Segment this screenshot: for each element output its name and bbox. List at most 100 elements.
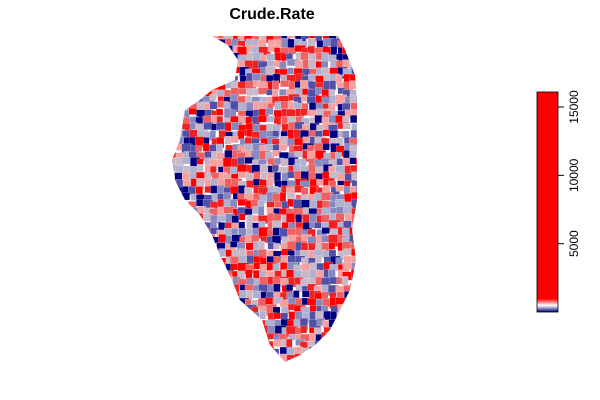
region: [359, 290, 366, 302]
region: [197, 361, 205, 362]
region: [172, 339, 179, 351]
region: [188, 283, 196, 292]
region: [300, 108, 309, 116]
region: [204, 284, 215, 294]
region: [301, 36, 311, 40]
region: [359, 354, 366, 362]
region: [307, 353, 316, 362]
region: [321, 61, 329, 69]
region: [356, 298, 357, 306]
region: [175, 353, 186, 360]
region: [351, 180, 357, 188]
region: [351, 318, 357, 331]
region: [168, 363, 175, 372]
region: [175, 110, 183, 123]
region: [356, 124, 357, 137]
region: [356, 89, 357, 97]
region: [342, 326, 350, 334]
region: [349, 312, 357, 325]
region: [342, 346, 354, 354]
region: [172, 290, 176, 299]
region: [174, 220, 183, 232]
region: [308, 242, 316, 251]
region: [211, 363, 218, 373]
region: [189, 347, 200, 358]
tick-label: 10000: [567, 158, 581, 192]
region: [358, 207, 368, 213]
region: [181, 325, 188, 336]
region: [244, 332, 253, 343]
region: [357, 271, 369, 279]
region: [218, 291, 226, 301]
region: [172, 68, 175, 78]
region: [172, 297, 179, 310]
region: [279, 353, 288, 362]
region: [321, 332, 332, 344]
region: [329, 355, 337, 362]
region: [181, 53, 190, 65]
region: [251, 340, 261, 350]
region: [190, 235, 200, 247]
region: [251, 306, 259, 314]
region: [356, 39, 357, 49]
region: [358, 215, 369, 222]
region: [182, 306, 192, 318]
region: [356, 59, 357, 70]
region: [182, 95, 189, 104]
region: [217, 319, 228, 331]
region: [301, 347, 310, 356]
region: [351, 276, 357, 284]
region: [252, 354, 259, 362]
region: [328, 319, 340, 329]
region: [328, 348, 335, 359]
region: [342, 360, 352, 362]
region: [231, 341, 243, 352]
region: [357, 132, 369, 141]
region: [172, 199, 177, 211]
region: [356, 347, 357, 360]
region: [196, 340, 204, 350]
region: [190, 361, 201, 362]
region: [190, 298, 197, 309]
region: [180, 312, 190, 321]
region: [202, 54, 212, 62]
region: [183, 236, 192, 249]
region: [225, 290, 235, 299]
region: [188, 74, 195, 84]
region: [321, 52, 329, 63]
region: [315, 87, 323, 95]
region: [344, 291, 354, 303]
region: [321, 341, 333, 350]
color-bar: [536, 91, 559, 313]
region: [181, 271, 194, 283]
region: [258, 346, 267, 355]
region: [314, 340, 323, 351]
region: [328, 103, 336, 112]
region: [224, 354, 235, 362]
region: [216, 276, 229, 286]
region: [189, 226, 197, 236]
region: [172, 213, 179, 223]
region: [201, 298, 210, 310]
region: [223, 278, 235, 288]
region: [279, 361, 287, 362]
region: [210, 299, 222, 311]
region: [203, 234, 216, 244]
region: [196, 68, 206, 79]
region: [172, 39, 178, 49]
region: [175, 208, 184, 219]
region: [328, 89, 336, 96]
region: [203, 306, 213, 317]
region: [181, 192, 190, 201]
region: [359, 172, 365, 179]
region: [341, 276, 349, 286]
region: [194, 256, 206, 266]
region: [232, 361, 241, 362]
region: [181, 157, 192, 165]
region: [288, 360, 296, 362]
region: [174, 73, 182, 85]
region: [328, 339, 338, 347]
region: [356, 318, 357, 327]
region: [349, 340, 357, 349]
region: [181, 250, 189, 259]
